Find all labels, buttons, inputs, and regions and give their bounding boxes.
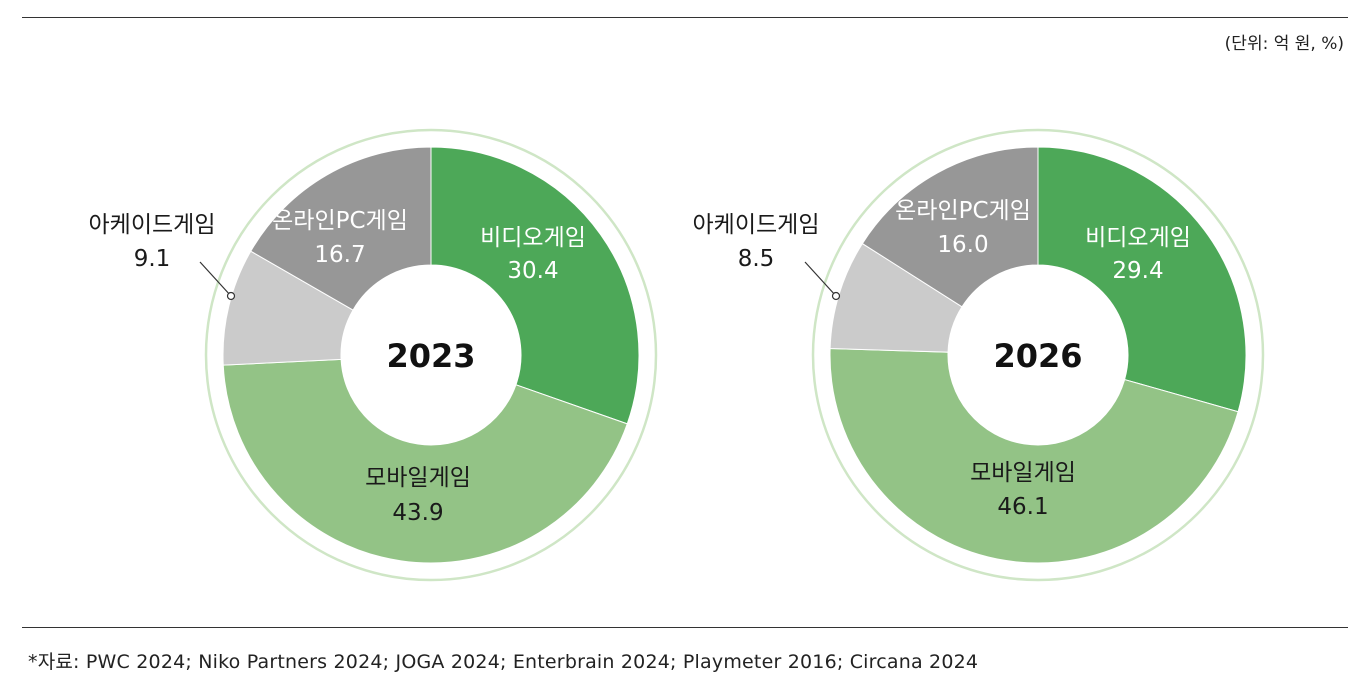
chart-1-label-mobile-value: 46.1: [997, 494, 1048, 520]
chart-1-outer-ring: [811, 128, 1265, 582]
chart-1-label-mobile-name: 모바일게임: [970, 460, 1076, 486]
chart-1-slice-online_pc: [861, 146, 1039, 308]
chart-1-label-online_pc-value: 16.0: [937, 232, 988, 258]
top-rule: [22, 17, 1348, 18]
chart-0-label-online_pc-value: 16.7: [314, 242, 365, 268]
chart-0-label-arcade-value: 9.1: [134, 246, 171, 272]
chart-0-label-mobile-name: 모바일게임: [365, 465, 471, 491]
chart-1-label-online_pc-name: 온라인PC게임: [895, 198, 1031, 224]
chart-1-leader-arcade: [804, 261, 837, 297]
chart-0-label-video-name: 비디오게임: [480, 225, 586, 251]
chart-1-label-video-name: 비디오게임: [1085, 225, 1191, 251]
chart-0-slice-online_pc: [250, 146, 432, 311]
chart-0-label-arcade-name: 아케이드게임: [89, 212, 216, 238]
chart-1-label-arcade-value: 8.5: [738, 246, 775, 272]
chart-0-leader-arcade: [199, 261, 232, 297]
chart-1-label-video-value: 29.4: [1112, 258, 1163, 284]
chart-0-slice-video: [430, 146, 640, 425]
chart-0-slice-mobile: [222, 358, 628, 564]
chart-1-label-arcade-name: 아케이드게임: [693, 212, 820, 238]
chart-0-outer-ring: [204, 128, 658, 582]
chart-0-label-online_pc-name: 온라인PC게임: [272, 208, 408, 234]
chart-1-slice-video: [1037, 146, 1247, 413]
bottom-rule: [22, 627, 1348, 628]
chart-0-leader-dot-arcade: [226, 291, 236, 301]
source-note: *자료: PWC 2024; Niko Partners 2024; JOGA …: [28, 651, 979, 673]
chart-1-slice-mobile: [829, 347, 1239, 564]
chart-0-label-video-value: 30.4: [507, 258, 558, 284]
chart-1-center-label: 2026: [993, 337, 1082, 375]
chart-0-label-mobile-value: 43.9: [392, 500, 443, 526]
chart-1-leader-dot-arcade: [831, 291, 841, 301]
unit-note: (단위: 억 원, %): [1224, 34, 1344, 54]
chart-0-center-label: 2023: [386, 337, 475, 375]
